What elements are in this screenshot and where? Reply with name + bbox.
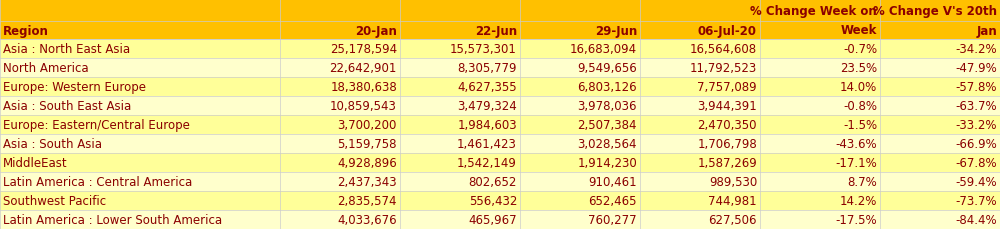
Text: MiddleEast: MiddleEast (3, 156, 68, 169)
Bar (0, 78, 1000, 97)
Text: 3,944,391: 3,944,391 (697, 100, 757, 112)
Text: 23.5%: 23.5% (840, 62, 877, 75)
Text: -17.5%: -17.5% (835, 213, 877, 226)
Bar (0, 40, 1000, 59)
Text: 910,461: 910,461 (588, 175, 637, 188)
Bar (0, 97, 1000, 115)
Text: -0.7%: -0.7% (843, 43, 877, 56)
Text: -34.2%: -34.2% (955, 43, 997, 56)
Text: -57.8%: -57.8% (956, 81, 997, 94)
Text: 989,530: 989,530 (709, 175, 757, 188)
Text: 1,461,423: 1,461,423 (457, 137, 517, 150)
Text: 8,305,779: 8,305,779 (458, 62, 517, 75)
Text: 4,928,896: 4,928,896 (337, 156, 397, 169)
Bar (0, 153, 1000, 172)
Text: -33.2%: -33.2% (956, 118, 997, 131)
Text: North America: North America (3, 62, 89, 75)
Text: 3,028,564: 3,028,564 (578, 137, 637, 150)
Text: 627,506: 627,506 (708, 213, 757, 226)
Text: -63.7%: -63.7% (955, 100, 997, 112)
Text: 1,984,603: 1,984,603 (457, 118, 517, 131)
Text: -84.4%: -84.4% (955, 213, 997, 226)
Bar (0, 22, 1000, 40)
Text: 3,479,324: 3,479,324 (457, 100, 517, 112)
Text: 802,652: 802,652 (469, 175, 517, 188)
Text: 2,437,343: 2,437,343 (337, 175, 397, 188)
Text: 1,587,269: 1,587,269 (697, 156, 757, 169)
Text: 22,642,901: 22,642,901 (330, 62, 397, 75)
Text: 6,803,126: 6,803,126 (577, 81, 637, 94)
Bar (0, 134, 1000, 153)
Text: Latin America : Lower South America: Latin America : Lower South America (3, 213, 222, 226)
Text: -0.8%: -0.8% (843, 100, 877, 112)
Text: -73.7%: -73.7% (955, 194, 997, 207)
Text: Week: Week (841, 25, 877, 37)
Text: 2,835,574: 2,835,574 (338, 194, 397, 207)
Text: -1.5%: -1.5% (843, 118, 877, 131)
Text: 1,542,149: 1,542,149 (457, 156, 517, 169)
Text: 14.2%: 14.2% (840, 194, 877, 207)
Text: Region: Region (3, 25, 49, 37)
Text: 4,033,676: 4,033,676 (337, 213, 397, 226)
Text: -47.9%: -47.9% (955, 62, 997, 75)
Text: 4,627,355: 4,627,355 (457, 81, 517, 94)
Text: Asia : South Asia: Asia : South Asia (3, 137, 102, 150)
Text: 3,700,200: 3,700,200 (338, 118, 397, 131)
Text: 5,159,758: 5,159,758 (338, 137, 397, 150)
Text: 10,859,543: 10,859,543 (330, 100, 397, 112)
Text: 7,757,089: 7,757,089 (697, 81, 757, 94)
Text: -66.9%: -66.9% (955, 137, 997, 150)
Text: 29-Jun: 29-Jun (595, 25, 637, 37)
Text: -67.8%: -67.8% (955, 156, 997, 169)
Bar (0, 172, 1000, 191)
Text: 11,792,523: 11,792,523 (690, 62, 757, 75)
Text: 2,507,384: 2,507,384 (578, 118, 637, 131)
Text: -59.4%: -59.4% (955, 175, 997, 188)
Text: 744,981: 744,981 (708, 194, 757, 207)
Text: 15,573,301: 15,573,301 (450, 43, 517, 56)
Text: % Change V's 20th: % Change V's 20th (873, 5, 997, 17)
Text: 760,277: 760,277 (588, 213, 637, 226)
Text: 9,549,656: 9,549,656 (577, 62, 637, 75)
Bar (0, 210, 1000, 229)
Bar (0, 59, 1000, 78)
Text: Southwest Pacific: Southwest Pacific (3, 194, 106, 207)
Text: 1,914,230: 1,914,230 (577, 156, 637, 169)
Text: 06-Jul-20: 06-Jul-20 (698, 25, 757, 37)
Bar (0, 191, 1000, 210)
Text: Asia : North East Asia: Asia : North East Asia (3, 43, 130, 56)
Text: 14.0%: 14.0% (840, 81, 877, 94)
Text: 3,978,036: 3,978,036 (578, 100, 637, 112)
Text: 25,178,594: 25,178,594 (330, 43, 397, 56)
Text: 465,967: 465,967 (468, 213, 517, 226)
Text: Latin America : Central America: Latin America : Central America (3, 175, 192, 188)
Text: 16,683,094: 16,683,094 (570, 43, 637, 56)
Text: -17.1%: -17.1% (835, 156, 877, 169)
Bar (0, 115, 1000, 134)
Text: 652,465: 652,465 (588, 194, 637, 207)
Text: 2,470,350: 2,470,350 (698, 118, 757, 131)
Text: Jan: Jan (976, 25, 997, 37)
Bar (0, 0, 1000, 22)
Text: Europe: Western Europe: Europe: Western Europe (3, 81, 146, 94)
Text: -43.6%: -43.6% (835, 137, 877, 150)
Text: Europe: Eastern/Central Europe: Europe: Eastern/Central Europe (3, 118, 190, 131)
Text: 16,564,608: 16,564,608 (690, 43, 757, 56)
Text: Asia : South East Asia: Asia : South East Asia (3, 100, 131, 112)
Text: 22-Jun: 22-Jun (475, 25, 517, 37)
Text: 20-Jan: 20-Jan (355, 25, 397, 37)
Text: 8.7%: 8.7% (847, 175, 877, 188)
Text: 18,380,638: 18,380,638 (330, 81, 397, 94)
Text: 1,706,798: 1,706,798 (697, 137, 757, 150)
Text: % Change Week on: % Change Week on (750, 5, 877, 17)
Text: 556,432: 556,432 (469, 194, 517, 207)
